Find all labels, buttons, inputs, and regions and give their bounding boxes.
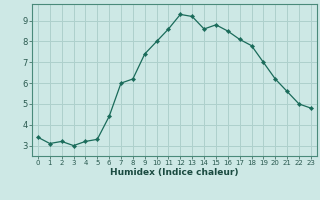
X-axis label: Humidex (Indice chaleur): Humidex (Indice chaleur) <box>110 168 239 177</box>
